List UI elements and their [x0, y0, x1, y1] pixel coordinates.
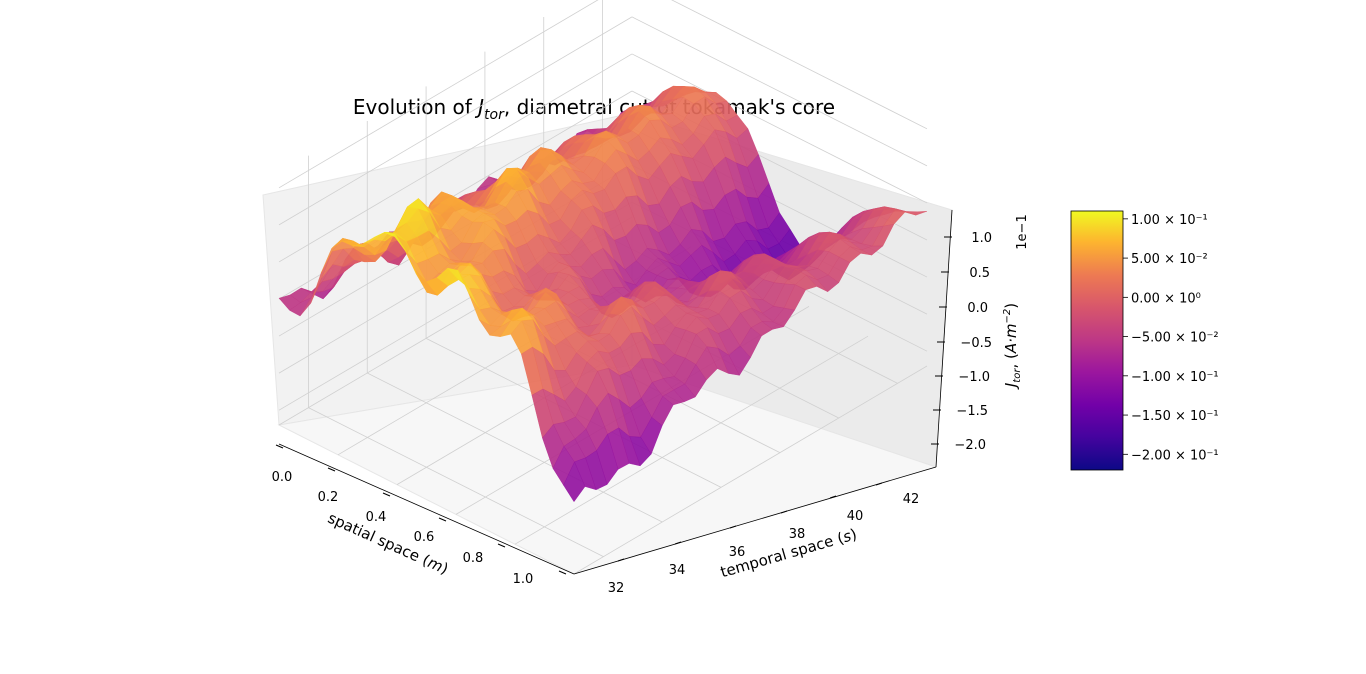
colorbar-tick-label: 0.00 × 10⁰ — [1131, 291, 1201, 306]
grid-line — [514, 335, 869, 545]
x-tick-label: 1.0 — [513, 572, 534, 587]
chart-title: Evolution of Jtor, diametral cut of toka… — [353, 95, 835, 123]
surface-plot — [278, 85, 928, 503]
x-tick-label: 0.4 — [366, 510, 387, 525]
grid-line — [278, 0, 599, 189]
x-axis-line — [278, 443, 575, 575]
z-tick-label: 0.0 — [967, 301, 988, 316]
surface-cell — [563, 461, 586, 503]
grid-line — [631, 53, 928, 204]
x-tick-label: 0.0 — [272, 470, 293, 485]
grid-line — [631, 16, 928, 167]
y-axis-ticks: 32 34 36 38 40 42 — [608, 482, 920, 596]
y-tick-label: 36 — [729, 545, 746, 560]
colorbar-tick-label: −1.50 × 10⁻¹ — [1131, 409, 1219, 424]
y-tick-label: 40 — [847, 509, 864, 524]
y-axis-line — [573, 466, 937, 575]
grid-line — [671, 0, 928, 130]
colorbar-tick-label: 5.00 × 10⁻² — [1131, 252, 1208, 267]
grid-line — [278, 16, 633, 226]
y-tick-label: 34 — [669, 563, 686, 578]
z-axis-line — [935, 209, 953, 468]
x-tick-label: 0.2 — [318, 490, 339, 505]
x-tick-label: 0.8 — [463, 551, 484, 566]
grid-line — [308, 407, 604, 558]
z-tick-label: 1.0 — [971, 231, 992, 246]
z-axis-ticks: 1.0 0.5 0.0 −0.5 −1.0 −1.5 −2.0 — [931, 231, 992, 453]
grid-line — [367, 372, 663, 523]
z-tick-label: 0.5 — [969, 266, 990, 281]
y-tick-label: 42 — [903, 492, 920, 507]
z-offset-label: 1e−1 — [1015, 214, 1030, 249]
y-tick-label: 38 — [789, 527, 806, 542]
x-tick-label: 0.6 — [414, 530, 435, 545]
z-tick-label: −1.5 — [956, 404, 988, 419]
y-tick-label: 32 — [608, 581, 625, 596]
z-tick-label: −1.0 — [958, 370, 990, 385]
grid-line — [278, 53, 633, 263]
x-axis-ticks: 0.0 0.2 0.4 0.6 0.8 1.0 — [272, 444, 567, 587]
z-tick-label: −0.5 — [960, 336, 992, 351]
colorbar-tick-label: −2.00 × 10⁻¹ — [1131, 448, 1219, 463]
colorbar-tick-label: −1.00 × 10⁻¹ — [1131, 370, 1219, 385]
grid-line — [573, 365, 928, 575]
colorbar-gradient — [1070, 210, 1124, 471]
colorbar-tick-label: 1.00 × 10⁻¹ — [1131, 213, 1208, 228]
colorbar-tick-label: −5.00 × 10⁻² — [1131, 331, 1219, 346]
z-axis-label: Jtor, (A·m−2) — [1002, 303, 1023, 390]
z-tick-label: −2.0 — [954, 438, 986, 453]
colorbar-ticks: 1.00 × 10⁻¹ 5.00 × 10⁻² 0.00 × 10⁰ −5.00 × … — [1123, 213, 1219, 463]
colorbar: 1.00 × 10⁻¹ 5.00 × 10⁻² 0.00 × 10⁰ −5.00 × … — [1070, 210, 1219, 471]
